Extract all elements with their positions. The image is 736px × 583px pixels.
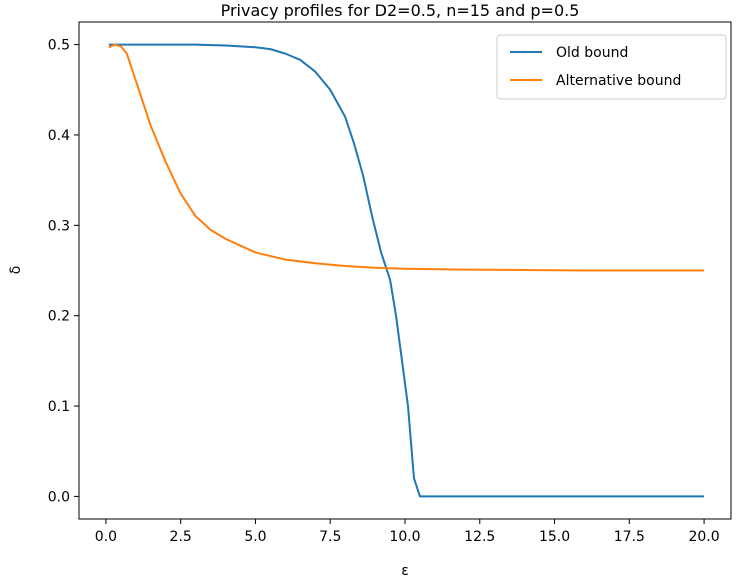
y-tick-label: 0.4 bbox=[48, 128, 70, 144]
x-tick-label: 2.5 bbox=[170, 529, 192, 545]
x-tick-label: 15.0 bbox=[539, 529, 570, 545]
legend-label-old-bound: Old bound bbox=[556, 45, 628, 61]
y-tick-label: 0.5 bbox=[48, 38, 70, 54]
y-tick-label: 0.2 bbox=[48, 309, 70, 325]
x-tick-label: 10.0 bbox=[389, 529, 420, 545]
x-tick-label: 7.5 bbox=[319, 529, 341, 545]
series-line-alternative-bound bbox=[108, 43, 705, 272]
y-tick-label: 0.1 bbox=[48, 399, 70, 415]
y-tick-label: 0.0 bbox=[48, 489, 70, 505]
chart-title: Privacy profiles for D2=0.5, n=15 and p=… bbox=[221, 1, 580, 20]
x-tick-label: 20.0 bbox=[688, 529, 719, 545]
series-lines bbox=[108, 43, 705, 498]
y-axis-label: δ bbox=[8, 266, 24, 275]
x-axis-label: ε bbox=[401, 563, 409, 579]
y-tick-label: 0.3 bbox=[48, 218, 70, 234]
y-axis-ticks: 0.0 0.1 0.2 0.3 0.4 0.5 bbox=[48, 38, 79, 505]
x-tick-label: 17.5 bbox=[614, 529, 645, 545]
x-tick-label: 0.0 bbox=[95, 529, 117, 545]
series-line-old-bound bbox=[108, 43, 705, 498]
x-tick-label: 12.5 bbox=[464, 529, 495, 545]
x-tick-label: 5.0 bbox=[244, 529, 266, 545]
legend: Old bound Alternative bound bbox=[496, 34, 727, 100]
legend-label-alternative-bound: Alternative bound bbox=[556, 73, 681, 89]
x-axis-ticks: 0.0 2.5 5.0 7.5 10.0 12.5 15.0 17.5 20.0 bbox=[95, 519, 720, 545]
